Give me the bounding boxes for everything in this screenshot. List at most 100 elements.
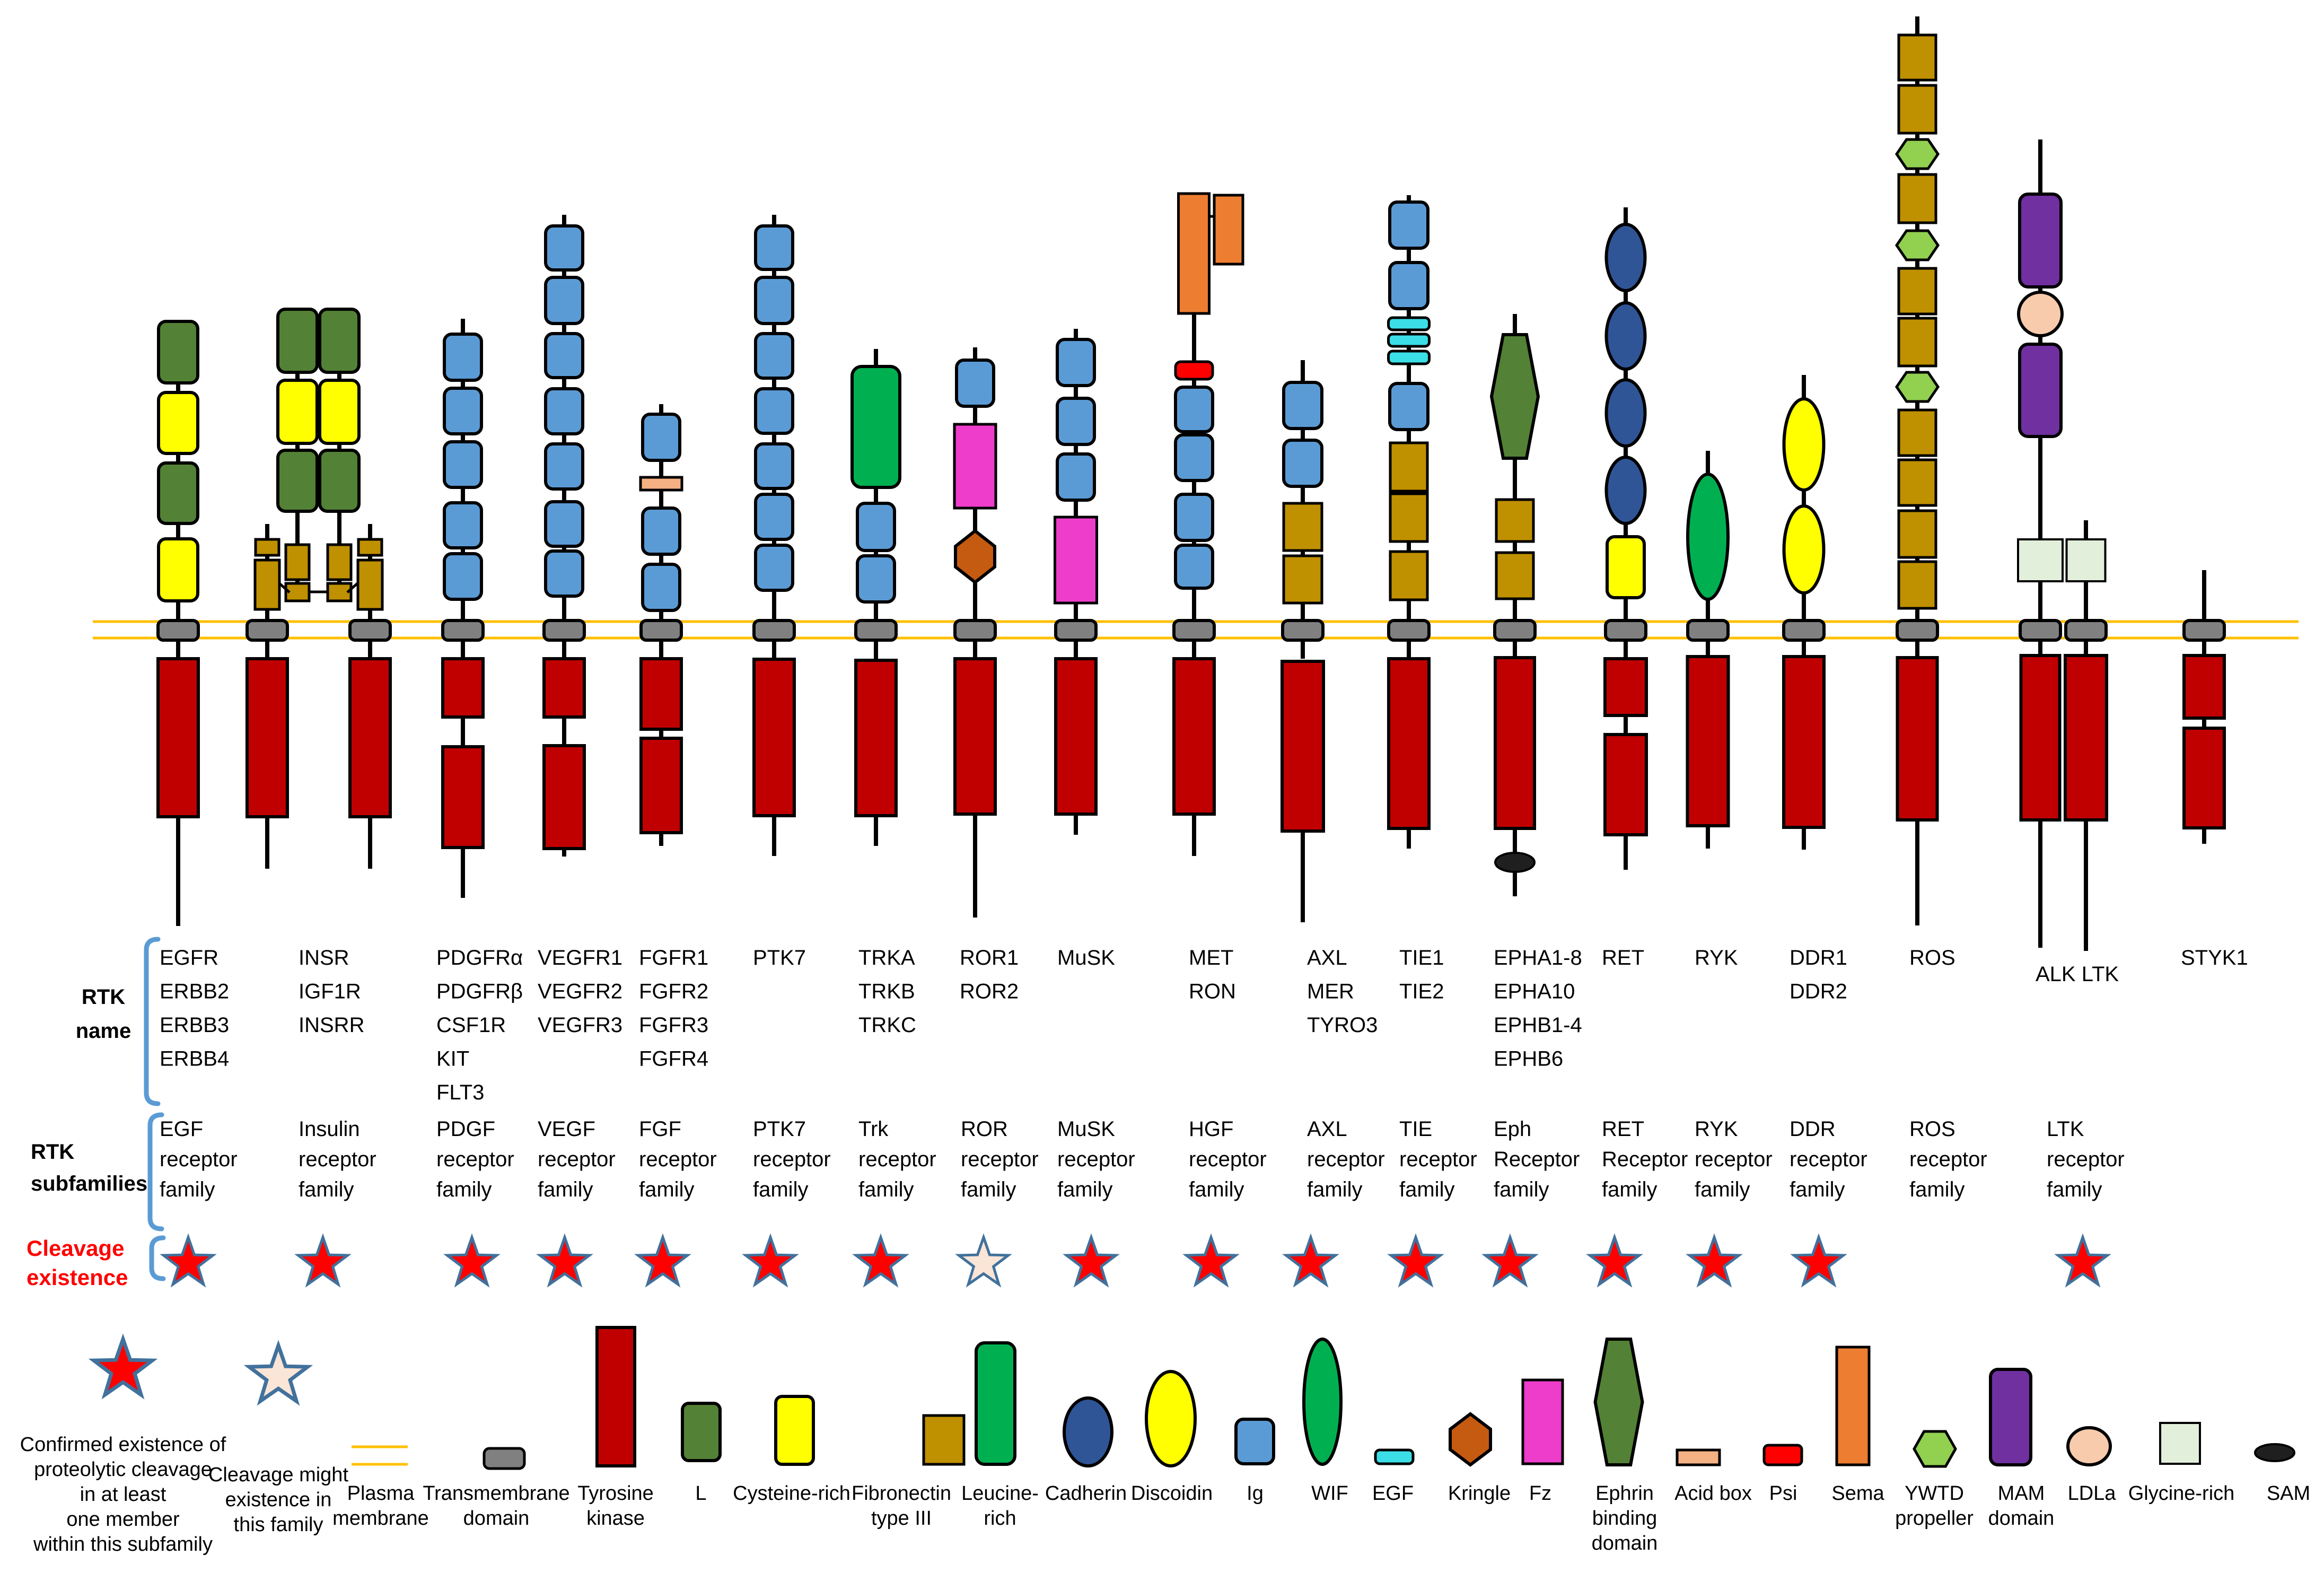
svg-text:CSF1R: CSF1R xyxy=(436,1014,506,1037)
svg-text:RYK: RYK xyxy=(1695,946,1738,969)
svg-text:PTK7: PTK7 xyxy=(753,1117,806,1141)
svg-text:family: family xyxy=(1494,1178,1549,1201)
svg-text:Cleavage might: Cleavage might xyxy=(208,1464,348,1486)
svg-text:RET: RET xyxy=(1602,946,1644,969)
svg-text:TRKA: TRKA xyxy=(858,946,915,969)
svg-text:receptor: receptor xyxy=(1909,1148,1987,1171)
svg-text:Plasma: Plasma xyxy=(347,1482,415,1505)
svg-text:ERBB4: ERBB4 xyxy=(160,1047,229,1071)
svg-text:VEGF: VEGF xyxy=(538,1117,595,1141)
svg-text:DDR: DDR xyxy=(1790,1117,1836,1141)
svg-text:PTK7: PTK7 xyxy=(753,946,806,969)
svg-text:LDLa: LDLa xyxy=(2068,1482,2117,1505)
svg-text:TRKB: TRKB xyxy=(858,980,915,1003)
svg-text:MAM: MAM xyxy=(1998,1482,2045,1505)
svg-text:family: family xyxy=(1602,1178,1657,1201)
svg-text:family: family xyxy=(1307,1178,1362,1201)
svg-text:INSR: INSR xyxy=(299,946,349,969)
svg-text:receptor: receptor xyxy=(1399,1148,1477,1171)
svg-text:rich: rich xyxy=(984,1507,1016,1530)
svg-text:type III: type III xyxy=(871,1507,932,1530)
svg-text:Insulin: Insulin xyxy=(299,1117,360,1141)
svg-text:family: family xyxy=(639,1178,694,1201)
svg-text:family: family xyxy=(1909,1178,1965,1201)
svg-text:receptor: receptor xyxy=(160,1148,238,1171)
svg-text:VEGFR1: VEGFR1 xyxy=(538,946,622,969)
svg-text:RTK: RTK xyxy=(31,1140,74,1164)
svg-text:family: family xyxy=(961,1178,1016,1201)
svg-text:receptor: receptor xyxy=(1307,1148,1385,1171)
svg-text:subfamilies: subfamilies xyxy=(31,1172,147,1195)
svg-text:family: family xyxy=(753,1178,808,1201)
svg-text:AXL: AXL xyxy=(1307,1117,1347,1141)
svg-text:TRKC: TRKC xyxy=(858,1014,916,1037)
svg-text:Cleavage: Cleavage xyxy=(27,1236,124,1261)
svg-text:membrane: membrane xyxy=(332,1507,429,1530)
svg-text:TIE2: TIE2 xyxy=(1399,980,1444,1003)
svg-text:Leucine-: Leucine- xyxy=(961,1482,1039,1505)
svg-text:family: family xyxy=(1790,1178,1845,1201)
svg-text:Cysteine-rich: Cysteine-rich xyxy=(733,1482,850,1505)
svg-text:family: family xyxy=(2047,1178,2102,1201)
svg-text:domain: domain xyxy=(1988,1507,2055,1530)
svg-text:DDR1: DDR1 xyxy=(1790,946,1847,969)
svg-text:receptor: receptor xyxy=(436,1148,514,1171)
svg-text:FGFR4: FGFR4 xyxy=(639,1047,708,1071)
svg-text:within this subfamily: within this subfamily xyxy=(33,1533,213,1556)
svg-text:Receptor: Receptor xyxy=(1602,1148,1688,1171)
svg-text:ROR1: ROR1 xyxy=(960,946,1019,969)
svg-text:receptor: receptor xyxy=(639,1148,717,1171)
svg-text:LTK: LTK xyxy=(2047,1117,2084,1141)
svg-text:EPHA10: EPHA10 xyxy=(1494,980,1575,1003)
svg-text:binding: binding xyxy=(1592,1507,1658,1530)
svg-text:Discoidin: Discoidin xyxy=(1131,1482,1213,1505)
svg-text:TYRO3: TYRO3 xyxy=(1307,1014,1378,1037)
svg-text:ROR2: ROR2 xyxy=(960,980,1019,1003)
svg-text:propeller: propeller xyxy=(1895,1507,1974,1530)
svg-text:ROS: ROS xyxy=(1909,946,1955,969)
svg-text:EGF: EGF xyxy=(160,1117,203,1141)
svg-text:EPHB6: EPHB6 xyxy=(1494,1047,1563,1071)
svg-text:one member: one member xyxy=(66,1508,180,1531)
svg-text:MET: MET xyxy=(1189,946,1233,969)
svg-text:VEGFR2: VEGFR2 xyxy=(538,980,622,1003)
svg-text:Acid box: Acid box xyxy=(1674,1482,1752,1505)
svg-text:EPHA1-8: EPHA1-8 xyxy=(1494,946,1582,969)
svg-text:MuSK: MuSK xyxy=(1057,1117,1115,1141)
svg-text:receptor: receptor xyxy=(538,1148,616,1171)
svg-text:FLT3: FLT3 xyxy=(436,1081,484,1104)
svg-text:YWTD: YWTD xyxy=(1905,1482,1964,1505)
svg-text:MER: MER xyxy=(1307,980,1354,1003)
svg-text:family: family xyxy=(538,1178,593,1201)
svg-text:EPHB1-4: EPHB1-4 xyxy=(1494,1014,1582,1037)
svg-text:receptor: receptor xyxy=(1057,1148,1135,1171)
svg-text:RET: RET xyxy=(1602,1117,1644,1141)
svg-text:FGF: FGF xyxy=(639,1117,681,1141)
svg-text:IGF1R: IGF1R xyxy=(299,980,361,1003)
svg-text:HGF: HGF xyxy=(1189,1117,1233,1141)
svg-text:EGFR: EGFR xyxy=(160,946,218,969)
svg-text:ROR: ROR xyxy=(961,1117,1008,1141)
svg-text:receptor: receptor xyxy=(753,1148,831,1171)
svg-text:RYK: RYK xyxy=(1695,1117,1738,1141)
svg-text:proteolytic cleavage: proteolytic cleavage xyxy=(34,1458,212,1481)
svg-text:receptor: receptor xyxy=(299,1148,376,1171)
svg-text:RON: RON xyxy=(1189,980,1236,1003)
svg-text:Fibronectin: Fibronectin xyxy=(852,1482,951,1505)
svg-text:Sema: Sema xyxy=(1831,1482,1884,1505)
svg-text:receptor: receptor xyxy=(2047,1148,2125,1171)
svg-text:receptor: receptor xyxy=(1695,1148,1773,1171)
svg-text:PDGFRα: PDGFRα xyxy=(436,946,523,969)
svg-text:Eph: Eph xyxy=(1494,1117,1531,1141)
svg-text:ALK LTK: ALK LTK xyxy=(2036,963,2119,986)
svg-text:Fz: Fz xyxy=(1529,1482,1551,1505)
svg-text:PDGFRβ: PDGFRβ xyxy=(436,980,523,1003)
svg-text:in at least: in at least xyxy=(80,1483,166,1506)
svg-text:Trk: Trk xyxy=(858,1117,889,1141)
svg-text:domain: domain xyxy=(463,1507,530,1530)
svg-text:Ephrin: Ephrin xyxy=(1595,1482,1654,1505)
svg-text:receptor: receptor xyxy=(961,1148,1039,1171)
svg-text:family: family xyxy=(299,1178,354,1201)
svg-text:L: L xyxy=(695,1482,706,1505)
svg-text:domain: domain xyxy=(1592,1532,1658,1554)
